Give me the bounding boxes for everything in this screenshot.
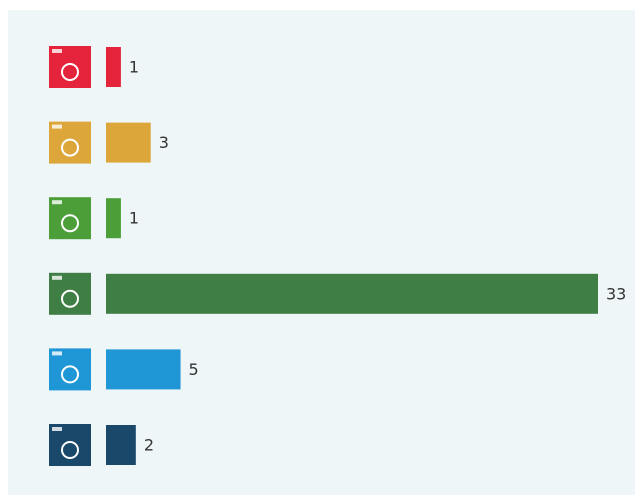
panel [8, 10, 635, 495]
value-label: 1 [129, 58, 139, 77]
icon-symbol [61, 214, 79, 233]
bar [106, 425, 136, 465]
bar [106, 122, 151, 163]
icon-symbol [61, 289, 79, 308]
value-label: 33 [606, 284, 626, 303]
icon-symbol [61, 63, 79, 81]
bar [106, 198, 121, 239]
icon-symbol [61, 441, 79, 459]
icon-detail [52, 124, 62, 129]
bar [106, 349, 181, 390]
value-label: 1 [129, 209, 139, 228]
value-label: 5 [189, 360, 199, 379]
icon-detail [52, 275, 62, 280]
icon-detail [52, 49, 62, 53]
bar [106, 273, 598, 314]
icon-detail [52, 200, 62, 205]
icon-detail [52, 351, 62, 356]
bar [106, 47, 121, 87]
icon-detail [52, 427, 62, 431]
icon-symbol [61, 365, 79, 384]
value-label: 3 [159, 133, 169, 152]
value-label: 2 [144, 436, 154, 455]
icon-symbol [61, 138, 79, 157]
